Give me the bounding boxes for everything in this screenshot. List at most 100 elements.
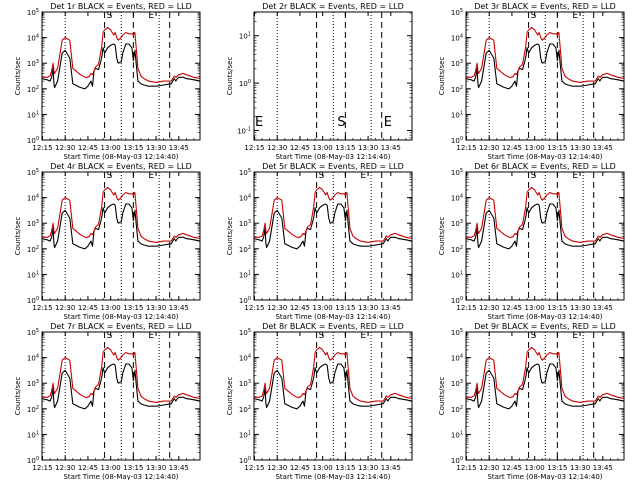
start-marker: S bbox=[337, 115, 345, 130]
x-tick-label: 13:15 bbox=[547, 304, 567, 312]
y-tick-label: 105 bbox=[27, 168, 39, 177]
x-tick-label: 12:30 bbox=[267, 304, 287, 312]
x-axis-label: Start Time (08-May-03 12:14:40) bbox=[63, 473, 178, 480]
start-marker: S bbox=[107, 11, 113, 21]
y-axis-label: Counts/sec bbox=[14, 377, 22, 416]
x-tick-label: 13:15 bbox=[547, 144, 567, 152]
x-tick-label: 12:30 bbox=[55, 144, 75, 152]
x-tick-label: 13:00 bbox=[101, 304, 121, 312]
end-marker: E bbox=[148, 331, 154, 341]
end-marker-left: E bbox=[255, 115, 263, 130]
x-tick-label: 12:45 bbox=[502, 304, 522, 312]
x-tick-label: 12:30 bbox=[479, 144, 499, 152]
y-tick-label: 103 bbox=[451, 379, 463, 388]
y-axis-label: Counts/sec bbox=[14, 57, 22, 96]
panel-title: Det 2r BLACK = Events, RED = LLD bbox=[262, 2, 404, 11]
y-tick-label: 104 bbox=[451, 34, 463, 43]
y-tick-label: 103 bbox=[27, 379, 39, 388]
x-tick-label: 12:30 bbox=[55, 464, 75, 472]
events-series-line bbox=[41, 203, 201, 250]
x-tick-label: 13:30 bbox=[146, 464, 166, 472]
x-tick-label: 12:15 bbox=[32, 144, 52, 152]
x-axis-label: Start Time (08-May-03 12:14:40) bbox=[487, 153, 602, 161]
panel-title: Det 9r BLACK = Events, RED = LLD bbox=[474, 322, 616, 331]
y-tick-label: 102 bbox=[27, 85, 39, 94]
y-tick-label: 102 bbox=[451, 405, 463, 414]
y-tick-label: 101 bbox=[239, 430, 251, 439]
y-tick-label: 103 bbox=[27, 59, 39, 68]
x-axis-label: Start Time (08-May-03 12:14:40) bbox=[63, 153, 178, 161]
x-tick-label: 13:30 bbox=[146, 144, 166, 152]
x-tick-label: 13:30 bbox=[570, 304, 590, 312]
y-axis-label: Counts/sec bbox=[438, 217, 446, 256]
events-series-line bbox=[253, 203, 413, 250]
lld-series-line bbox=[42, 346, 201, 403]
x-tick-label: 13:30 bbox=[358, 304, 378, 312]
x-tick-label: 13:15 bbox=[123, 304, 143, 312]
x-tick-label: 13:00 bbox=[313, 144, 333, 152]
lld-series-line bbox=[42, 26, 201, 83]
end-marker: E bbox=[148, 11, 154, 21]
panel-title: Det 1r BLACK = Events, RED = LLD bbox=[50, 2, 192, 11]
y-tick-label: 100 bbox=[451, 296, 463, 305]
start-marker: S bbox=[319, 331, 325, 341]
x-tick-label: 13:45 bbox=[169, 464, 189, 472]
panel-det-8: Det 8r BLACK = Events, RED = LLD 12:15 12:… bbox=[226, 322, 413, 480]
x-tick-label: 12:30 bbox=[479, 304, 499, 312]
x-tick-label: 13:00 bbox=[313, 464, 333, 472]
y-tick-label: 105 bbox=[451, 168, 463, 177]
x-axis-label: Start Time (08-May-03 12:14:40) bbox=[487, 473, 602, 480]
y-tick-label: 100 bbox=[27, 456, 39, 465]
y-tick-label: 102 bbox=[239, 245, 251, 254]
y-tick-label: 102 bbox=[451, 85, 463, 94]
x-tick-label: 13:15 bbox=[123, 144, 143, 152]
start-marker: S bbox=[531, 11, 537, 21]
end-marker: E bbox=[572, 331, 578, 341]
x-tick-label: 12:15 bbox=[456, 304, 476, 312]
y-tick-label: 104 bbox=[27, 354, 39, 363]
x-tick-label: 13:45 bbox=[381, 304, 401, 312]
y-axis-label: Counts/sec bbox=[226, 377, 234, 416]
y-tick-label: 102 bbox=[27, 245, 39, 254]
y-tick-label: 100 bbox=[239, 79, 251, 88]
x-tick-label: 12:45 bbox=[78, 144, 98, 152]
x-tick-label: 12:45 bbox=[78, 464, 98, 472]
x-tick-label: 12:30 bbox=[267, 144, 287, 152]
y-axis-label: Counts/sec bbox=[14, 217, 22, 256]
end-marker: E bbox=[148, 171, 154, 181]
y-tick-label: 103 bbox=[27, 219, 39, 228]
y-tick-label: 104 bbox=[239, 194, 251, 203]
y-tick-label: 101 bbox=[451, 430, 463, 439]
x-tick-label: 12:45 bbox=[502, 144, 522, 152]
y-tick-label: 102 bbox=[239, 405, 251, 414]
x-tick-label: 13:30 bbox=[570, 144, 590, 152]
y-tick-label: 100 bbox=[27, 136, 39, 145]
y-tick-label: 105 bbox=[451, 8, 463, 17]
x-axis-label: Start Time (08-May-03 12:14:40) bbox=[275, 153, 390, 161]
x-tick-label: 13:15 bbox=[547, 464, 567, 472]
x-tick-label: 13:30 bbox=[358, 144, 378, 152]
x-tick-label: 12:30 bbox=[267, 464, 287, 472]
x-tick-label: 12:30 bbox=[479, 464, 499, 472]
panel-title: Det 8r BLACK = Events, RED = LLD bbox=[262, 322, 404, 331]
x-tick-label: 12:15 bbox=[244, 464, 264, 472]
end-marker: E bbox=[572, 171, 578, 181]
events-series-line bbox=[253, 363, 413, 410]
y-tick-label: 101 bbox=[27, 270, 39, 279]
lld-series-line bbox=[42, 186, 201, 243]
x-tick-label: 12:45 bbox=[78, 304, 98, 312]
events-series-line bbox=[465, 203, 625, 250]
y-tick-label: 101 bbox=[27, 110, 39, 119]
x-axis-label: Start Time (08-May-03 12:14:40) bbox=[275, 473, 390, 480]
x-tick-label: 13:00 bbox=[101, 464, 121, 472]
y-tick-label: 103 bbox=[451, 59, 463, 68]
x-tick-label: 13:45 bbox=[593, 304, 613, 312]
y-axis-label: Counts/sec bbox=[438, 377, 446, 416]
x-tick-label: 12:45 bbox=[290, 144, 310, 152]
